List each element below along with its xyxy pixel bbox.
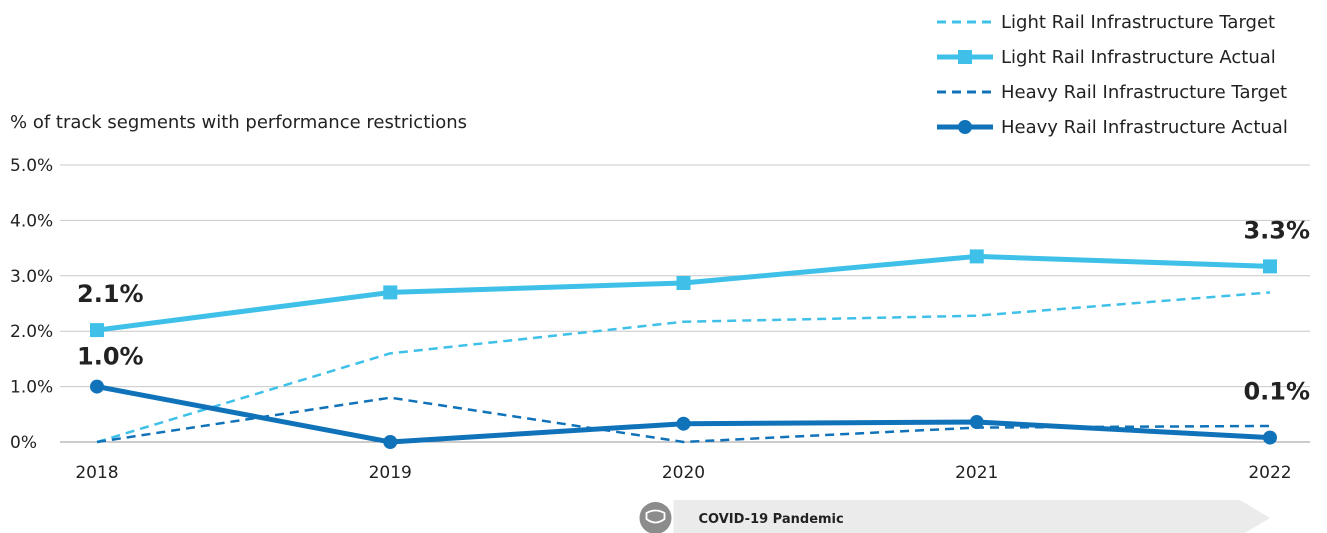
- legend: Light Rail Infrastructure Target Light Ra…: [937, 12, 1288, 138]
- face-mask-icon-shape: [645, 509, 666, 524]
- legend-swatch-marker: [958, 50, 972, 64]
- legend-label: Heavy Rail Infrastructure Actual: [1001, 117, 1288, 138]
- y-tick-label: 1.0%: [10, 378, 53, 398]
- series-markers: [90, 249, 1277, 449]
- y-axis-label: % of track segments with performance res…: [10, 112, 467, 133]
- series-line: [96, 396, 1271, 444]
- y-tick-label: 4.0%: [10, 211, 53, 231]
- data-callout: 1.0%: [77, 343, 144, 371]
- y-tick-label: 3.0%: [10, 267, 53, 287]
- x-tick-label: 2020: [662, 463, 705, 483]
- data-point-circle: [383, 435, 398, 449]
- series-line: [96, 253, 1271, 333]
- covid-banner: COVID-19 Pandemic: [639, 500, 1270, 533]
- data-point-circle: [1263, 430, 1277, 445]
- series-line: [96, 384, 1271, 445]
- legend-label: Heavy Rail Infrastructure Target: [1001, 82, 1287, 103]
- y-tick-label: 5.0%: [10, 156, 53, 176]
- x-tick-label: 2021: [955, 463, 998, 483]
- x-tick-label: 2018: [75, 463, 118, 483]
- data-point-square: [90, 323, 104, 338]
- data-callout: 0.1%: [1243, 378, 1310, 406]
- data-point-square: [969, 249, 984, 264]
- y-tick-label: 2.0%: [10, 322, 53, 342]
- data-point-square: [676, 276, 691, 291]
- covid-banner-label: COVID-19 Pandemic: [699, 512, 844, 527]
- data-point-circle: [90, 379, 104, 394]
- x-axis-ticks: 2018 2019 2020 2021 2022: [75, 463, 1291, 483]
- covid-banner-arrow: [673, 500, 1270, 533]
- series-line: [96, 291, 1271, 444]
- data-point-circle: [969, 415, 984, 430]
- legend-label: Light Rail Infrastructure Target: [1001, 12, 1275, 33]
- y-axis-ticks: 0% 1.0% 2.0% 3.0% 4.0% 5.0%: [10, 156, 53, 453]
- x-tick-label: 2022: [1248, 463, 1291, 483]
- x-tick-label: 2019: [369, 463, 412, 483]
- face-mask-icon: [639, 502, 672, 533]
- y-tick-label: 0%: [10, 433, 37, 453]
- data-point-square: [383, 285, 398, 300]
- data-callouts: 2.1% 1.0% 3.3% 0.1%: [77, 216, 1310, 405]
- data-callout: 2.1%: [77, 280, 144, 308]
- data-point-square: [1263, 259, 1277, 274]
- data-point-circle: [676, 416, 691, 431]
- legend-label: Light Rail Infrastructure Actual: [1001, 47, 1276, 68]
- legend-swatch-marker: [958, 120, 972, 134]
- data-callout: 3.3%: [1243, 216, 1310, 244]
- gridlines: [60, 164, 1310, 443]
